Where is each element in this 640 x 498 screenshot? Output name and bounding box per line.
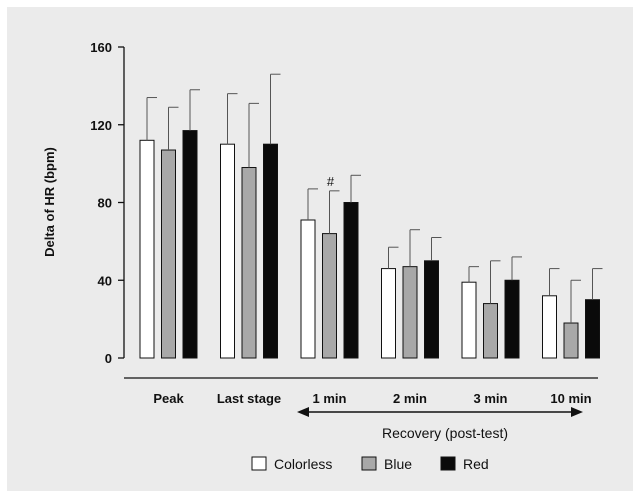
bar-colorless xyxy=(220,143,235,359)
x-category-label: 2 min xyxy=(393,391,427,406)
bar-blue xyxy=(161,149,176,359)
bar-blue xyxy=(483,303,498,359)
legend-label-red: Red xyxy=(463,456,489,472)
bar-red xyxy=(263,143,278,359)
bar-blue xyxy=(563,322,579,359)
legend-swatch-red xyxy=(440,456,456,471)
bar-red xyxy=(343,202,359,359)
legend-swatch-colorless xyxy=(251,456,267,471)
recovery-arrow-right-head xyxy=(571,407,583,417)
bars-group xyxy=(139,73,603,359)
legend-label-blue: Blue xyxy=(384,456,412,472)
bar-colorless xyxy=(139,139,155,359)
bar-colorless xyxy=(381,268,396,359)
labels-group: 0 40 80 120 160 Peak Last stage 1 min 2 min 3 min… xyxy=(90,40,591,406)
x-category-label: Last stage xyxy=(217,391,281,406)
y-tick-label: 0 xyxy=(105,351,112,366)
legend-swatch-blue xyxy=(361,456,377,471)
bar-blue xyxy=(241,167,257,359)
x-category-label: 10 min xyxy=(550,391,591,406)
bar-colorless xyxy=(542,295,557,359)
recovery-label: Recovery (post-test) xyxy=(382,425,508,441)
bar-colorless xyxy=(461,281,477,359)
figure-panel xyxy=(7,7,633,491)
x-category-label: 3 min xyxy=(474,391,508,406)
bar-blue xyxy=(402,266,418,359)
y-tick-label: 160 xyxy=(90,40,112,55)
annotation-hash: # xyxy=(327,174,335,189)
legend: Colorless Blue Red xyxy=(251,456,489,472)
x-category-label: 1 min xyxy=(313,391,347,406)
bar-red xyxy=(424,260,439,359)
y-tick-label: 120 xyxy=(90,118,112,133)
y-tick-label: 80 xyxy=(98,196,112,211)
bar-red xyxy=(504,279,520,359)
bar-red xyxy=(182,130,198,359)
recovery-arrow-left-head xyxy=(297,407,309,417)
y-tick-label: 40 xyxy=(98,273,112,288)
axes-group xyxy=(118,46,598,379)
x-category-label: Peak xyxy=(153,391,184,406)
legend-label-colorless: Colorless xyxy=(274,456,332,472)
bar-blue xyxy=(322,233,337,359)
bar-colorless xyxy=(300,219,316,359)
bar-red xyxy=(585,299,600,359)
recovery-arrow-group: Recovery (post-test) xyxy=(297,407,583,441)
y-axis-title: Delta of HR (bpm) xyxy=(42,147,57,257)
